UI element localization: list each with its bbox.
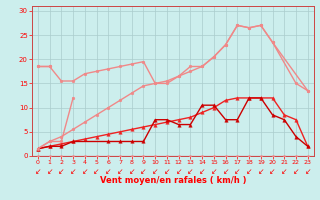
Text: ↙: ↙ xyxy=(164,167,170,176)
Text: ↙: ↙ xyxy=(93,167,100,176)
Text: ↙: ↙ xyxy=(234,167,241,176)
Text: ↙: ↙ xyxy=(281,167,287,176)
Text: ↙: ↙ xyxy=(246,167,252,176)
Text: ↙: ↙ xyxy=(211,167,217,176)
Text: ↙: ↙ xyxy=(70,167,76,176)
Text: ↙: ↙ xyxy=(187,167,194,176)
Text: ↙: ↙ xyxy=(152,167,158,176)
Text: ↙: ↙ xyxy=(117,167,123,176)
Text: ↙: ↙ xyxy=(35,167,41,176)
Text: ↙: ↙ xyxy=(46,167,53,176)
Text: ↙: ↙ xyxy=(175,167,182,176)
Text: ↙: ↙ xyxy=(105,167,111,176)
Text: ↙: ↙ xyxy=(269,167,276,176)
Text: ↙: ↙ xyxy=(258,167,264,176)
Text: ↙: ↙ xyxy=(58,167,65,176)
Text: ↙: ↙ xyxy=(140,167,147,176)
Text: ↙: ↙ xyxy=(199,167,205,176)
Text: ↙: ↙ xyxy=(293,167,299,176)
Text: ↙: ↙ xyxy=(305,167,311,176)
Text: ↙: ↙ xyxy=(129,167,135,176)
Text: ↙: ↙ xyxy=(82,167,88,176)
X-axis label: Vent moyen/en rafales ( km/h ): Vent moyen/en rafales ( km/h ) xyxy=(100,176,246,185)
Text: ↙: ↙ xyxy=(222,167,229,176)
